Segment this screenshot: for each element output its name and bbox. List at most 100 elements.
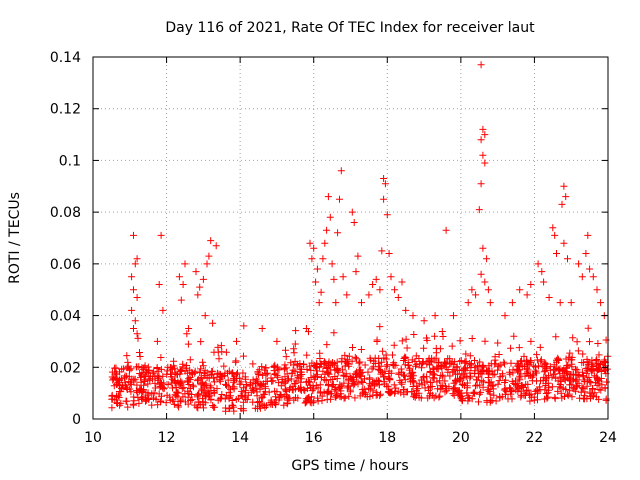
- data-point: [467, 361, 475, 369]
- data-point: [576, 394, 584, 402]
- data-point: [184, 400, 192, 408]
- data-point: [281, 379, 289, 387]
- data-point: [157, 365, 165, 373]
- data-point: [449, 390, 457, 398]
- data-point: [401, 354, 409, 362]
- data-point: [146, 375, 154, 383]
- data-point: [457, 393, 465, 401]
- data-point: [108, 368, 116, 376]
- data-point: [255, 366, 263, 374]
- data-point: [533, 351, 541, 359]
- data-point: [506, 370, 514, 378]
- data-point: [199, 275, 207, 283]
- data-point: [554, 387, 562, 395]
- data-point: [574, 371, 582, 379]
- data-point: [246, 381, 254, 389]
- data-point: [436, 392, 444, 400]
- data-point: [588, 359, 596, 367]
- data-point: [350, 381, 358, 389]
- data-point: [383, 211, 391, 219]
- data-point: [560, 372, 568, 380]
- data-point: [183, 330, 191, 338]
- data-point: [336, 195, 343, 203]
- data-point: [573, 338, 581, 346]
- data-point: [533, 386, 541, 394]
- data-point: [467, 360, 475, 368]
- data-point: [443, 387, 451, 395]
- data-point: [260, 390, 268, 398]
- data-point: [378, 247, 386, 255]
- data-point: [275, 379, 283, 387]
- data-point: [524, 366, 532, 374]
- data-point: [385, 367, 393, 375]
- data-point: [504, 395, 512, 403]
- data-point: [330, 275, 338, 283]
- data-point: [481, 337, 489, 345]
- data-point: [194, 375, 202, 383]
- data-point: [186, 366, 194, 374]
- data-point: [154, 401, 162, 409]
- data-point: [569, 384, 577, 392]
- data-point: [116, 381, 123, 389]
- data-point: [371, 360, 379, 367]
- data-point: [412, 362, 419, 370]
- data-point: [486, 299, 494, 307]
- data-point: [448, 358, 456, 366]
- data-point: [208, 368, 216, 375]
- data-point: [424, 384, 432, 392]
- data-point: [348, 208, 356, 216]
- data-point: [269, 377, 277, 385]
- data-point: [376, 286, 384, 294]
- data-point: [548, 373, 556, 381]
- data-point: [471, 357, 478, 364]
- data-point: [324, 193, 332, 201]
- data-point: [426, 392, 433, 400]
- data-point: [258, 381, 266, 389]
- data-point: [271, 361, 279, 369]
- data-point: [343, 291, 351, 299]
- data-point: [128, 375, 136, 383]
- data-point: [488, 367, 496, 375]
- data-point: [420, 379, 428, 387]
- data-point: [564, 390, 572, 398]
- data-point: [541, 386, 549, 394]
- data-point: [420, 344, 428, 352]
- data-point: [317, 288, 325, 296]
- data-point: [282, 364, 290, 372]
- data-point: [206, 382, 214, 390]
- data-point: [542, 363, 550, 371]
- data-point: [175, 380, 183, 387]
- data-point: [427, 358, 435, 366]
- data-point: [494, 339, 502, 347]
- data-point: [179, 363, 187, 371]
- data-point: [353, 355, 360, 363]
- data-point: [360, 385, 368, 393]
- data-point: [310, 362, 318, 369]
- data-point: [478, 370, 486, 378]
- data-point: [502, 391, 509, 399]
- data-point: [446, 372, 454, 380]
- grid-lines: [93, 57, 608, 419]
- data-point: [533, 377, 540, 385]
- data-point: [314, 384, 322, 392]
- data-point: [468, 286, 476, 294]
- data-point: [322, 377, 330, 385]
- data-point: [568, 363, 576, 371]
- y-tick-label: 0.14: [50, 50, 81, 66]
- data-point: [448, 342, 456, 350]
- data-point: [496, 373, 504, 381]
- data-point: [438, 328, 446, 335]
- data-point: [521, 372, 529, 380]
- data-point: [487, 378, 495, 386]
- data-point: [465, 394, 473, 402]
- data-point: [137, 373, 144, 381]
- data-point: [376, 392, 384, 400]
- data-point: [514, 388, 522, 396]
- data-point: [149, 369, 157, 377]
- data-point: [586, 338, 593, 346]
- data-point: [207, 395, 215, 403]
- data-point: [549, 370, 557, 378]
- data-point: [243, 396, 251, 404]
- data-point: [333, 358, 341, 366]
- data-point: [431, 312, 439, 320]
